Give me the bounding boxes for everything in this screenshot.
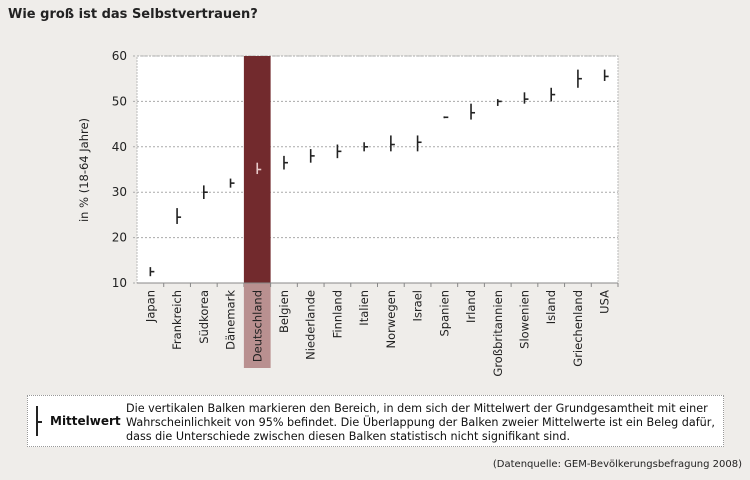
- x-tick-label: Island: [544, 290, 558, 324]
- x-tick-label: Israel: [411, 290, 425, 321]
- y-tick-label: 60: [112, 49, 127, 63]
- plot-area: [136, 55, 619, 284]
- x-tick-label: Spanien: [437, 290, 451, 337]
- y-tick-label: 10: [112, 276, 127, 290]
- y-axis-label: in % (18-64 Jahre): [77, 118, 91, 222]
- legend-label: Mittelwert: [50, 414, 121, 428]
- x-tick-label: Deutschland: [250, 290, 264, 362]
- y-tick-label: 20: [112, 231, 127, 245]
- legend-errorbar-icon: [36, 406, 38, 436]
- y-tick-label: 50: [112, 94, 127, 108]
- x-tick-label: Japan: [143, 290, 157, 323]
- legend-text: Die vertikalen Balken markieren den Bere…: [126, 402, 715, 443]
- x-tick-label: Irland: [464, 290, 478, 323]
- x-tick-label: Finnland: [330, 290, 344, 338]
- legend-mean-tick-icon: [38, 421, 42, 423]
- data-source: (Datenquelle: GEM-Bevölkerungsbefragung …: [492, 459, 742, 470]
- x-tick-label: Frankreich: [170, 290, 184, 350]
- x-tick-label: Niederlande: [304, 290, 318, 360]
- highlight-label-bg: [243, 283, 271, 368]
- y-tick-label: 30: [112, 185, 127, 199]
- x-tick-label: Dänemark: [224, 290, 238, 350]
- chart-title: Wie groß ist das Selbstvertrauen?: [8, 7, 258, 22]
- x-tick-label: Südkorea: [197, 290, 211, 344]
- x-tick-label: Italien: [357, 290, 371, 326]
- x-tick-label: USA: [598, 290, 612, 314]
- y-tick-label: 40: [112, 140, 127, 154]
- x-tick-label: Belgien: [277, 290, 291, 333]
- x-tick-label: Griechenland: [571, 290, 585, 367]
- error-bar-chart: 10 20 30 40 50 60 in % (18-64 Jahre) Japan Frank…: [77, 49, 619, 377]
- x-tick-label: Norwegen: [384, 290, 398, 349]
- x-tick-label: Slowenien: [517, 290, 531, 349]
- x-tick-label: Großbritannien: [491, 290, 505, 377]
- legend: Mittelwert Die vertikalen Balken markier…: [27, 395, 724, 447]
